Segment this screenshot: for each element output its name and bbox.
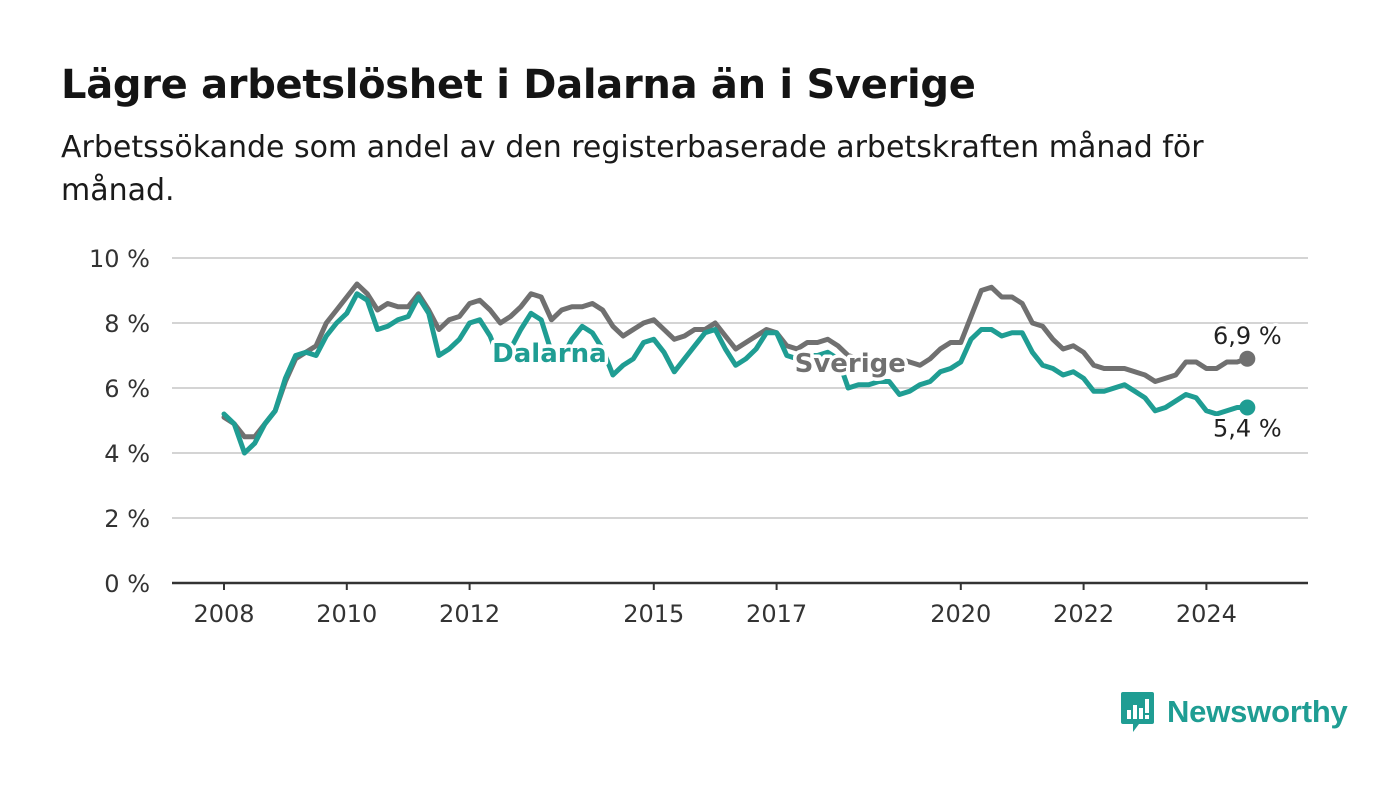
- newsworthy-logo-text: Newsworthy: [1167, 694, 1348, 729]
- y-tick-label: 10 %: [89, 245, 150, 273]
- y-tick-label: 4 %: [104, 440, 150, 468]
- series-line-sverige: [221, 281, 1250, 440]
- page-title: Lägre arbetslöshet i Dalarna än i Sverig…: [61, 62, 976, 108]
- end-marker-dalarna: [1239, 399, 1256, 416]
- newsworthy-logo-icon: [1121, 692, 1154, 732]
- y-tick-label: 0 %: [104, 570, 150, 598]
- newsworthy-logo[interactable]: Newsworthy: [1119, 690, 1348, 734]
- end-marker-sverige: [1239, 350, 1256, 367]
- x-tick-label: 2022: [1053, 600, 1114, 628]
- x-tick-label: 2020: [930, 600, 991, 628]
- x-tick-label: 2017: [746, 600, 807, 628]
- series-label-dalarna: Dalarna: [492, 339, 606, 369]
- end-label-dalarna: 5,4 %: [1213, 415, 1282, 443]
- y-tick-label: 8 %: [104, 310, 150, 338]
- x-tick-label: 2012: [439, 600, 500, 628]
- x-tick-label: 2010: [316, 600, 377, 628]
- x-tick-label: 2024: [1176, 600, 1237, 628]
- x-tick-label: 2015: [623, 600, 684, 628]
- page-subtitle: Arbetssökande som andel av den registerb…: [61, 130, 1204, 208]
- series-label-sverige: Sverige: [795, 349, 906, 379]
- y-tick-label: 2 %: [104, 505, 150, 533]
- series-line-dalarna: [221, 291, 1250, 456]
- end-label-sverige: 6,9 %: [1213, 322, 1282, 350]
- x-tick-label: 2008: [193, 600, 254, 628]
- y-tick-label: 6 %: [104, 375, 150, 403]
